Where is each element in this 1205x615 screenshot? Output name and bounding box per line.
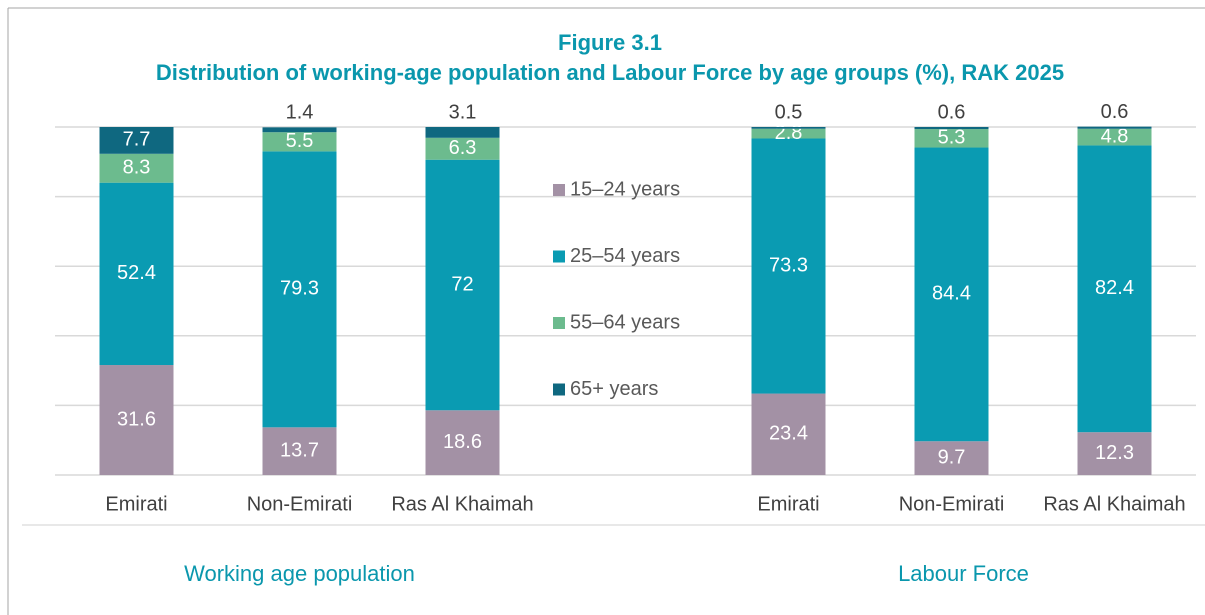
bar-segment [425,127,500,138]
legend-swatch [553,184,565,196]
data-label: 31.6 [117,408,156,430]
data-label: 84.4 [932,283,971,305]
bar-segment [914,441,989,475]
data-label: 6.3 [449,137,477,159]
legend-swatch [553,383,565,396]
chart-subtitle: Distribution of working-age population a… [156,60,1064,85]
data-label: 2.8 [775,122,803,144]
bar-segment [262,127,337,133]
data-label: 72 [451,273,473,295]
legend-swatch [553,250,565,263]
legend-label: 25–54 years [570,245,680,267]
bar-segment [262,132,337,152]
data-label: 12.3 [1095,442,1134,464]
data-label: 4.8 [1101,125,1129,147]
bar-segment [99,153,174,183]
x-tick-label: Ras Al Khaimah [391,493,533,515]
bar-segment [914,147,989,442]
data-label: 79.3 [280,278,319,300]
data-label: 52.4 [117,262,156,284]
chart-title: Figure 3.1 [558,30,662,55]
x-tick-label: Emirati [105,493,167,515]
data-label: 7.7 [123,129,151,151]
bar-segment [262,151,337,428]
legend-swatch [553,317,565,329]
x-tick-label: Non-Emirati [899,493,1005,515]
data-label: 5.5 [286,130,314,152]
data-label: 18.6 [443,431,482,453]
x-tick-label: Ras Al Khaimah [1043,493,1185,515]
data-label: 13.7 [280,439,319,461]
bar-segment [99,365,174,475]
bar-segment [751,127,826,129]
data-label: 0.5 [775,101,803,123]
bar-segment [914,127,989,130]
x-tick-label: Emirati [757,493,819,515]
bar-segment [1077,126,1152,129]
bar-segment [425,137,500,160]
data-label: 5.3 [938,127,966,149]
bar-segment [425,159,500,411]
data-label: 1.4 [286,102,314,124]
group-label: Labour Force [898,561,1029,586]
legend-label: 15–24 years [570,178,680,200]
bar-segment [914,129,989,148]
x-tick-label: Non-Emirati [247,493,353,515]
legend-label: 55–64 years [570,311,680,333]
bar-segment [751,393,826,475]
data-label: 73.3 [769,254,808,276]
bar-segment [1077,145,1152,433]
group-label: Working age population [184,561,415,586]
bar-segment [1077,432,1152,475]
bar-segment [425,410,500,475]
legend-label: 65+ years [570,378,658,400]
data-label: 23.4 [769,423,808,445]
data-label: 9.7 [938,446,966,468]
data-label: 0.6 [1101,101,1129,123]
data-label: 8.3 [123,157,151,179]
data-label: 82.4 [1095,277,1134,299]
data-label: 0.6 [938,101,966,123]
data-label: 3.1 [449,101,477,123]
bar-segment [751,128,826,139]
bar-segment [1077,128,1152,146]
bar-segment [262,427,337,475]
bar-segment [751,138,826,394]
bar-segment [99,182,174,366]
bar-segment [99,127,174,154]
